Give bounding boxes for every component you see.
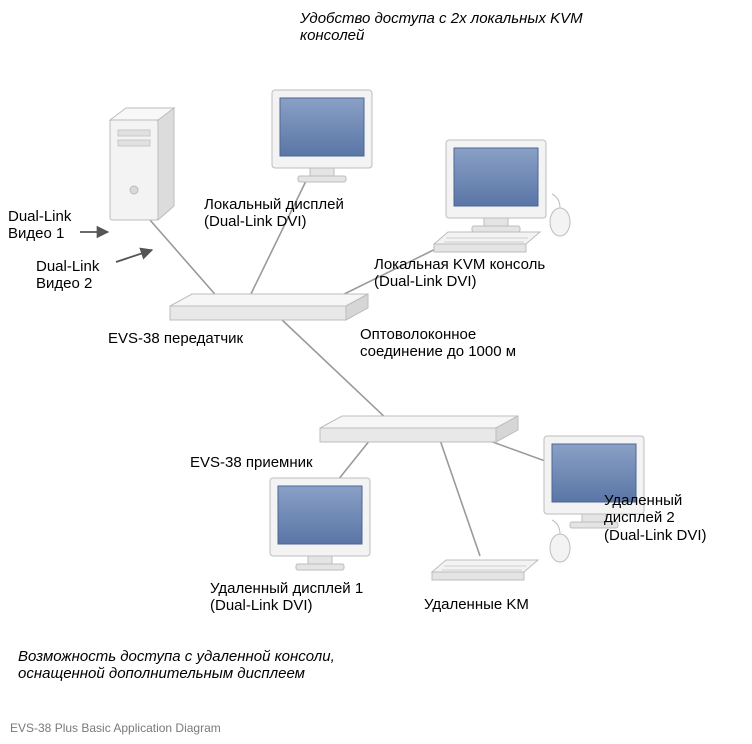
bottom-note: Возможность доступа с удаленной консоли,… [18,648,335,683]
edge-tower-tx [150,220,220,300]
label-remote-km: Удаленные KM [424,596,529,613]
label-dual-link-2: Dual-Link Видео 2 [36,258,99,293]
tower-pc [110,108,174,220]
label-fiber: Оптоволоконное соединение до 1000 м [360,326,516,361]
mouse-local [550,194,570,236]
label-dual-link-1: Dual-Link Видео 1 [8,208,71,243]
mouse-remote [550,520,570,562]
diagram-canvas [0,0,752,744]
monitor-local-kvm [446,140,546,232]
label-tx: EVS-38 передатчик [108,330,243,347]
hub-receiver [320,416,518,442]
label-local-display: Локальный дисплей (Dual-Link DVI) [204,196,344,231]
keyboard-local [434,232,540,252]
label-local-kvm: Локальная KVM консоль (Dual-Link DVI) [374,256,545,291]
hub-transmitter [170,294,368,320]
edge-video2 [116,250,152,262]
label-rx: EVS-38 приемник [190,454,313,471]
keyboard-remote [432,560,538,580]
title-text: Удобство доступа с 2х локальных KVM конс… [300,10,583,45]
monitor-remote-1 [270,478,370,570]
edge-rx-km [440,440,480,556]
footer-caption: EVS-38 Plus Basic Application Diagram [10,722,221,736]
monitor-local-display [272,90,372,182]
label-remote-display-1: Удаленный дисплей 1 (Dual-Link DVI) [210,580,363,615]
label-remote-display-2: Удаленный дисплей 2 (Dual-Link DVI) [604,492,707,544]
